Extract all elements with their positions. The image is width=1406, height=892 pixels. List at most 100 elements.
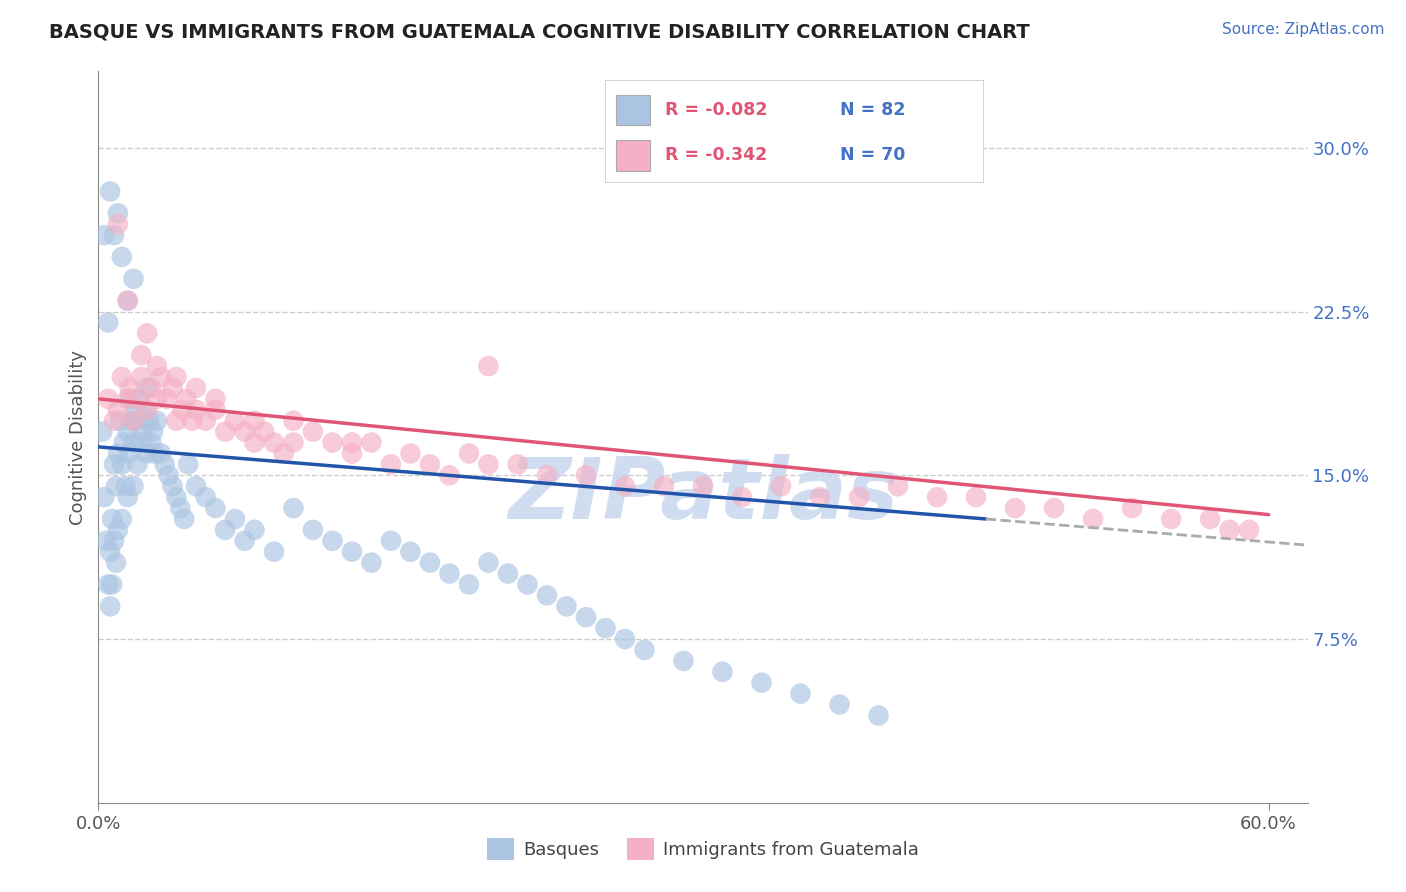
Point — [118, 446, 141, 460]
Point — [131, 348, 153, 362]
Point — [98, 185, 121, 199]
Point — [925, 490, 948, 504]
Text: BASQUE VS IMMIGRANTS FROM GUATEMALA COGNITIVE DISABILITY CORRELATION CHART: BASQUE VS IMMIGRANTS FROM GUATEMALA COGN… — [49, 22, 1031, 41]
Point — [1121, 501, 1143, 516]
Point — [204, 501, 226, 516]
Point — [194, 490, 217, 504]
Point — [177, 458, 200, 472]
Point — [360, 556, 382, 570]
Point — [117, 392, 139, 406]
Point — [146, 359, 169, 373]
Point — [233, 425, 256, 439]
Point — [153, 458, 176, 472]
Point — [731, 490, 754, 504]
FancyBboxPatch shape — [605, 80, 984, 183]
Point — [104, 556, 127, 570]
Point — [184, 479, 207, 493]
Point — [101, 512, 124, 526]
Point — [143, 446, 166, 460]
Point — [214, 425, 236, 439]
Point — [136, 446, 159, 460]
Point — [181, 414, 204, 428]
FancyBboxPatch shape — [616, 95, 650, 126]
Point — [108, 414, 131, 428]
Text: R = -0.342: R = -0.342 — [665, 146, 768, 164]
Point — [162, 479, 184, 493]
Point — [769, 479, 792, 493]
Point — [477, 359, 499, 373]
Point — [107, 206, 129, 220]
Point — [97, 577, 120, 591]
Text: N = 82: N = 82 — [839, 101, 905, 119]
Point — [253, 425, 276, 439]
Point — [98, 599, 121, 614]
Point — [127, 458, 149, 472]
Point — [224, 414, 246, 428]
Point — [1199, 512, 1222, 526]
Point — [419, 556, 441, 570]
Point — [136, 402, 159, 417]
Point — [477, 556, 499, 570]
Point — [136, 326, 159, 341]
Point — [139, 381, 162, 395]
Point — [121, 414, 143, 428]
Point — [828, 698, 851, 712]
Point — [91, 425, 114, 439]
Point — [118, 392, 141, 406]
Point — [107, 523, 129, 537]
Point — [97, 392, 120, 406]
Point — [439, 468, 461, 483]
Point — [101, 577, 124, 591]
Point — [283, 501, 305, 516]
Point — [458, 577, 481, 591]
Point — [263, 435, 285, 450]
Point — [122, 479, 145, 493]
Legend: Basques, Immigrants from Guatemala: Basques, Immigrants from Guatemala — [481, 830, 925, 867]
Point — [887, 479, 910, 493]
Point — [614, 479, 637, 493]
Point — [614, 632, 637, 646]
Point — [107, 217, 129, 231]
Point — [399, 545, 422, 559]
Point — [117, 425, 139, 439]
Point — [302, 425, 325, 439]
Y-axis label: Cognitive Disability: Cognitive Disability — [69, 350, 87, 524]
Point — [103, 533, 125, 548]
Point — [652, 479, 675, 493]
Point — [243, 523, 266, 537]
Point — [165, 370, 187, 384]
Point — [139, 435, 162, 450]
Text: R = -0.082: R = -0.082 — [665, 101, 768, 119]
Point — [114, 479, 136, 493]
Point — [672, 654, 695, 668]
Point — [136, 381, 159, 395]
Point — [1237, 523, 1260, 537]
Point — [575, 468, 598, 483]
Point — [103, 458, 125, 472]
Point — [117, 293, 139, 308]
Point — [789, 687, 811, 701]
Text: ZIPatlas: ZIPatlas — [508, 454, 898, 537]
Point — [172, 402, 194, 417]
Point — [1004, 501, 1026, 516]
Point — [184, 381, 207, 395]
Point — [340, 435, 363, 450]
Point — [149, 446, 172, 460]
Point — [204, 402, 226, 417]
Point — [506, 458, 529, 472]
Point — [536, 468, 558, 483]
Point — [204, 392, 226, 406]
Point — [194, 414, 217, 428]
Point — [162, 381, 184, 395]
Point — [138, 414, 160, 428]
Point — [575, 610, 598, 624]
Point — [633, 643, 655, 657]
Point — [93, 490, 115, 504]
FancyBboxPatch shape — [616, 140, 650, 170]
Point — [283, 435, 305, 450]
Point — [157, 468, 180, 483]
Point — [122, 272, 145, 286]
Point — [340, 545, 363, 559]
Point — [711, 665, 734, 679]
Point — [536, 588, 558, 602]
